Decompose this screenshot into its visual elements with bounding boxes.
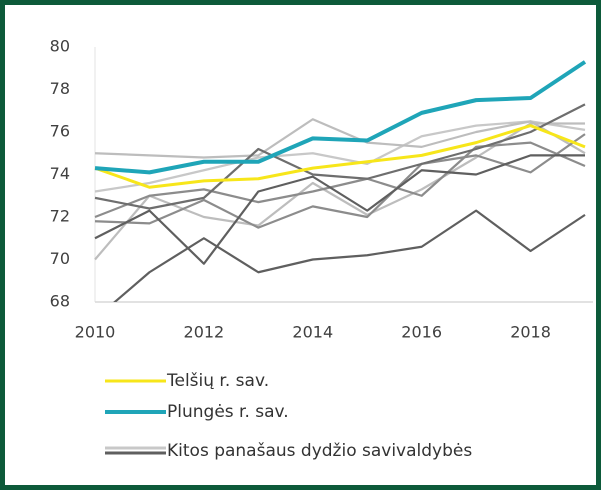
- y-tick-label: 76: [50, 122, 70, 141]
- y-tick-label: 70: [50, 249, 70, 268]
- series-line: [94, 124, 586, 189]
- y-tick-label: 74: [50, 164, 70, 183]
- series-line: [94, 120, 586, 193]
- series-line: [113, 209, 586, 302]
- series-line: [94, 133, 586, 229]
- series-line: [94, 141, 586, 219]
- y-tick-label: 80: [50, 37, 70, 56]
- y-tick-label: 68: [50, 292, 70, 311]
- x-tick-label: 2012: [184, 323, 225, 342]
- x-tick-label: 2010: [75, 323, 116, 342]
- y-tick-label: 72: [50, 207, 70, 226]
- series-line: [94, 60, 587, 175]
- legend-label: Plungės r. sav.: [167, 402, 289, 422]
- legend-label: Kitos panašaus dydžio savivaldybės: [167, 441, 472, 461]
- series-line: [94, 103, 586, 210]
- legend-label: Telšių r. sav.: [166, 371, 269, 391]
- series-line: [94, 154, 585, 265]
- series-line: [94, 118, 586, 159]
- x-tick-label: 2014: [292, 323, 333, 342]
- x-tick-label: 2018: [510, 323, 551, 342]
- y-tick-label: 78: [50, 79, 70, 98]
- x-tick-label: 2016: [401, 323, 442, 342]
